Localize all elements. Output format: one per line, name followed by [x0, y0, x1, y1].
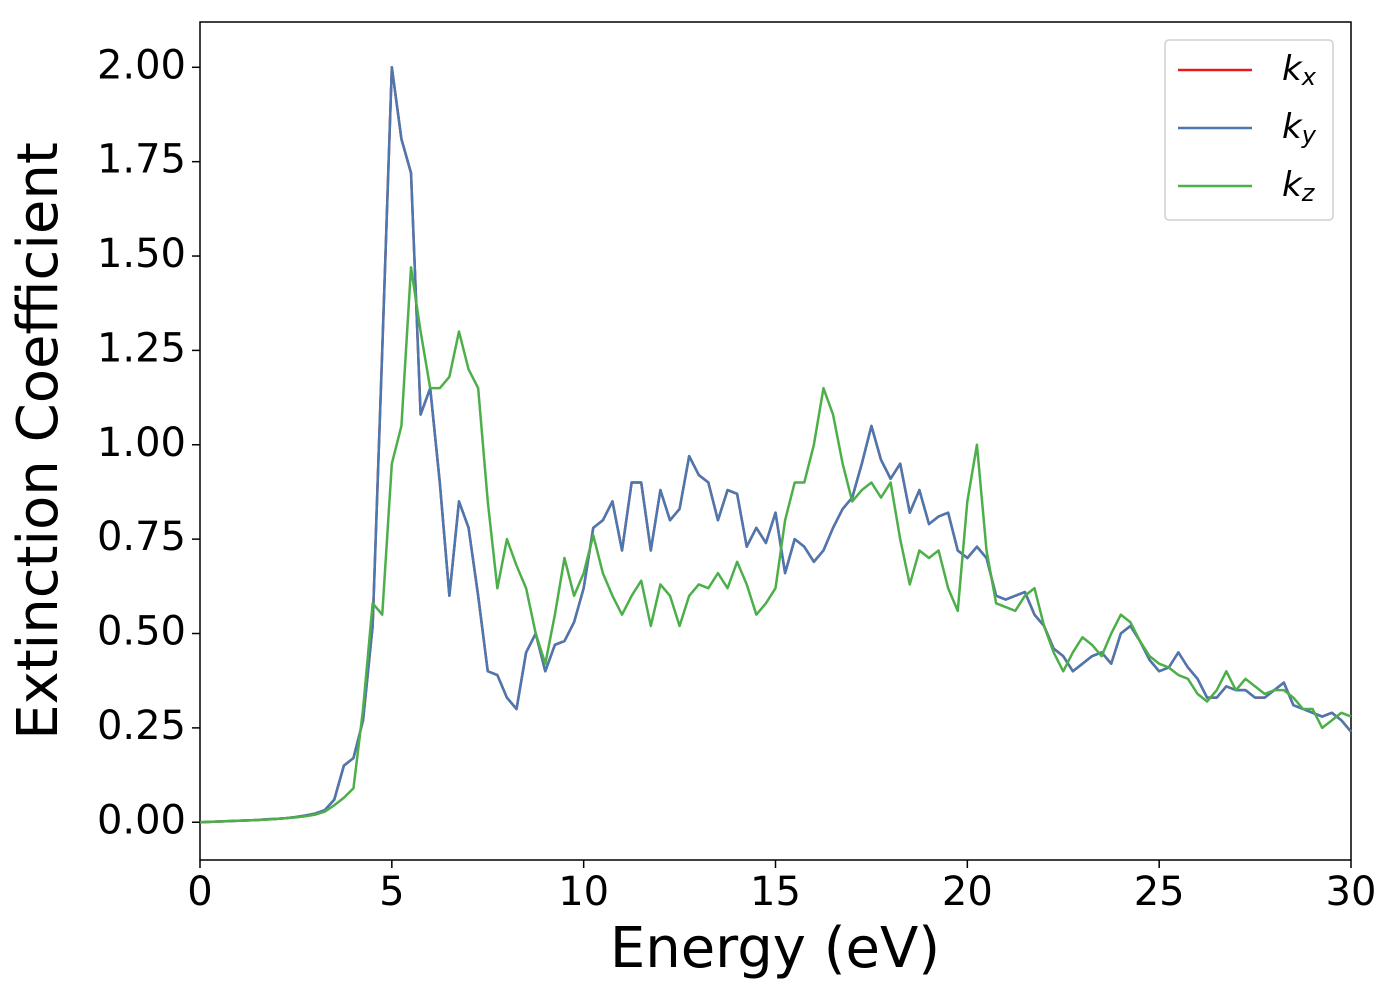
legend-box — [1164, 39, 1334, 221]
y-tick-label: 0.25 — [97, 703, 186, 749]
y-tick-label: 1.75 — [97, 137, 186, 183]
y-tick-label: 1.50 — [97, 231, 186, 277]
series-line — [199, 266, 1352, 824]
x-tick-label: 5 — [379, 869, 404, 915]
series-line — [199, 66, 1352, 824]
y-tick-label: 1.25 — [97, 325, 186, 371]
y-tick-label: 0.75 — [97, 514, 186, 560]
y-tick-label: 0.50 — [97, 609, 186, 655]
legend-label: kz — [1282, 165, 1316, 208]
y-axis-label: Extinction Coefficient — [6, 142, 71, 740]
x-tick-label: 0 — [187, 869, 212, 915]
x-tick-label: 25 — [1134, 869, 1185, 915]
y-tick-label: 2.00 — [97, 42, 186, 88]
legend-label: ky — [1282, 107, 1317, 150]
x-axis-label: Energy (eV) — [610, 916, 940, 981]
x-tick-label: 10 — [558, 869, 609, 915]
legend-label: kx — [1282, 49, 1317, 92]
y-tick-label: 1.00 — [97, 420, 186, 466]
x-tick-label: 20 — [942, 869, 993, 915]
y-tick-label: 0.00 — [97, 797, 186, 843]
x-tick-label: 15 — [750, 869, 801, 915]
x-tick-label: 30 — [1326, 869, 1377, 915]
